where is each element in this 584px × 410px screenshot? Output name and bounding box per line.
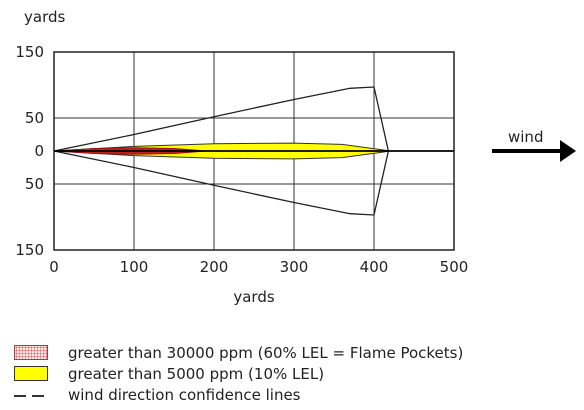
y-tick-label: 50 <box>25 109 44 127</box>
y-tick-label: 150 <box>15 43 44 61</box>
wind-arrow-head <box>560 140 576 162</box>
legend-label: greater than 5000 ppm (10% LEL) <box>68 364 325 383</box>
dashed-line-swatch-icon <box>14 387 48 402</box>
legend-item-confidence-lines: wind direction confidence lines <box>14 384 584 405</box>
legend: greater than 30000 ppm (60% LEL = Flame … <box>14 342 584 405</box>
x-tick-label: 300 <box>280 258 309 276</box>
x-tick-label: 200 <box>200 258 229 276</box>
dotted-pink-swatch-icon <box>14 345 48 360</box>
x-tick-label: 100 <box>120 258 149 276</box>
x-tick-label: 400 <box>360 258 389 276</box>
legend-item-flame-pockets: greater than 30000 ppm (60% LEL = Flame … <box>14 342 584 363</box>
x-tick-label: 500 <box>440 258 469 276</box>
legend-item-lel: greater than 5000 ppm (10% LEL) <box>14 363 584 384</box>
legend-label: wind direction confidence lines <box>68 385 301 404</box>
y-axis-label: yards <box>24 8 65 26</box>
y-tick-label: 150 <box>15 241 44 259</box>
wind-label: wind <box>508 128 543 146</box>
x-tick-label: 0 <box>49 258 59 276</box>
y-tick-label: 50 <box>25 175 44 193</box>
y-tick-label: 0 <box>34 142 44 160</box>
series-layer <box>53 86 454 216</box>
yellow-swatch-icon <box>14 366 48 381</box>
legend-label: greater than 30000 ppm (60% LEL = Flame … <box>68 343 464 362</box>
plot-frame <box>53 51 455 251</box>
x-axis-label: yards <box>233 288 274 306</box>
wind-annotation: wind <box>492 128 576 162</box>
